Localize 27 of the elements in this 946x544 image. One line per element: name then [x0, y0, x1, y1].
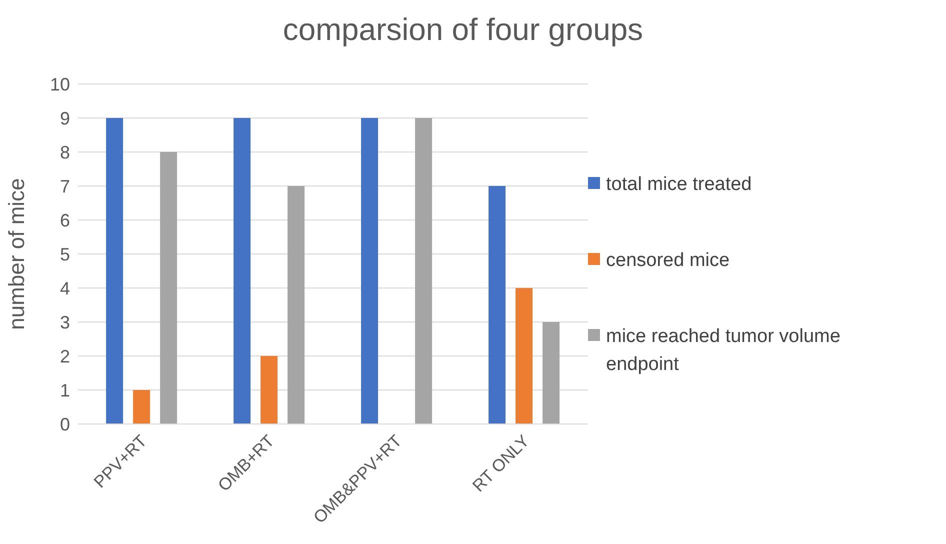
bar: [160, 152, 178, 424]
y-tick-label: 4: [60, 278, 70, 298]
legend-label: total mice treated: [606, 173, 752, 197]
bar: [542, 322, 560, 424]
y-tick-label: 6: [60, 210, 70, 230]
bar: [288, 186, 305, 424]
bar: [415, 118, 432, 424]
bar: [106, 118, 124, 424]
bar: [234, 118, 251, 424]
y-tick-label: 10: [50, 74, 70, 94]
y-tick-label: 5: [60, 244, 70, 264]
bar: [133, 390, 150, 424]
y-tick-label: 2: [60, 346, 70, 366]
y-tick-label: 3: [60, 312, 70, 332]
bar: [488, 186, 506, 424]
bar: [516, 288, 533, 424]
y-tick-label: 0: [60, 414, 70, 434]
y-tick-label: 1: [60, 380, 70, 400]
y-tick-label: 7: [60, 176, 70, 196]
legend-label: censored mice: [606, 249, 730, 273]
bar: [260, 356, 278, 424]
bar: [361, 118, 378, 424]
y-tick-label: 9: [60, 108, 70, 128]
chart-title: comparsion of four groups: [282, 11, 644, 49]
legend-label: mice reached tumor volume endpoint: [606, 325, 842, 377]
y-tick-label: 8: [60, 142, 70, 162]
y-axis-title: number of mice: [4, 178, 29, 330]
